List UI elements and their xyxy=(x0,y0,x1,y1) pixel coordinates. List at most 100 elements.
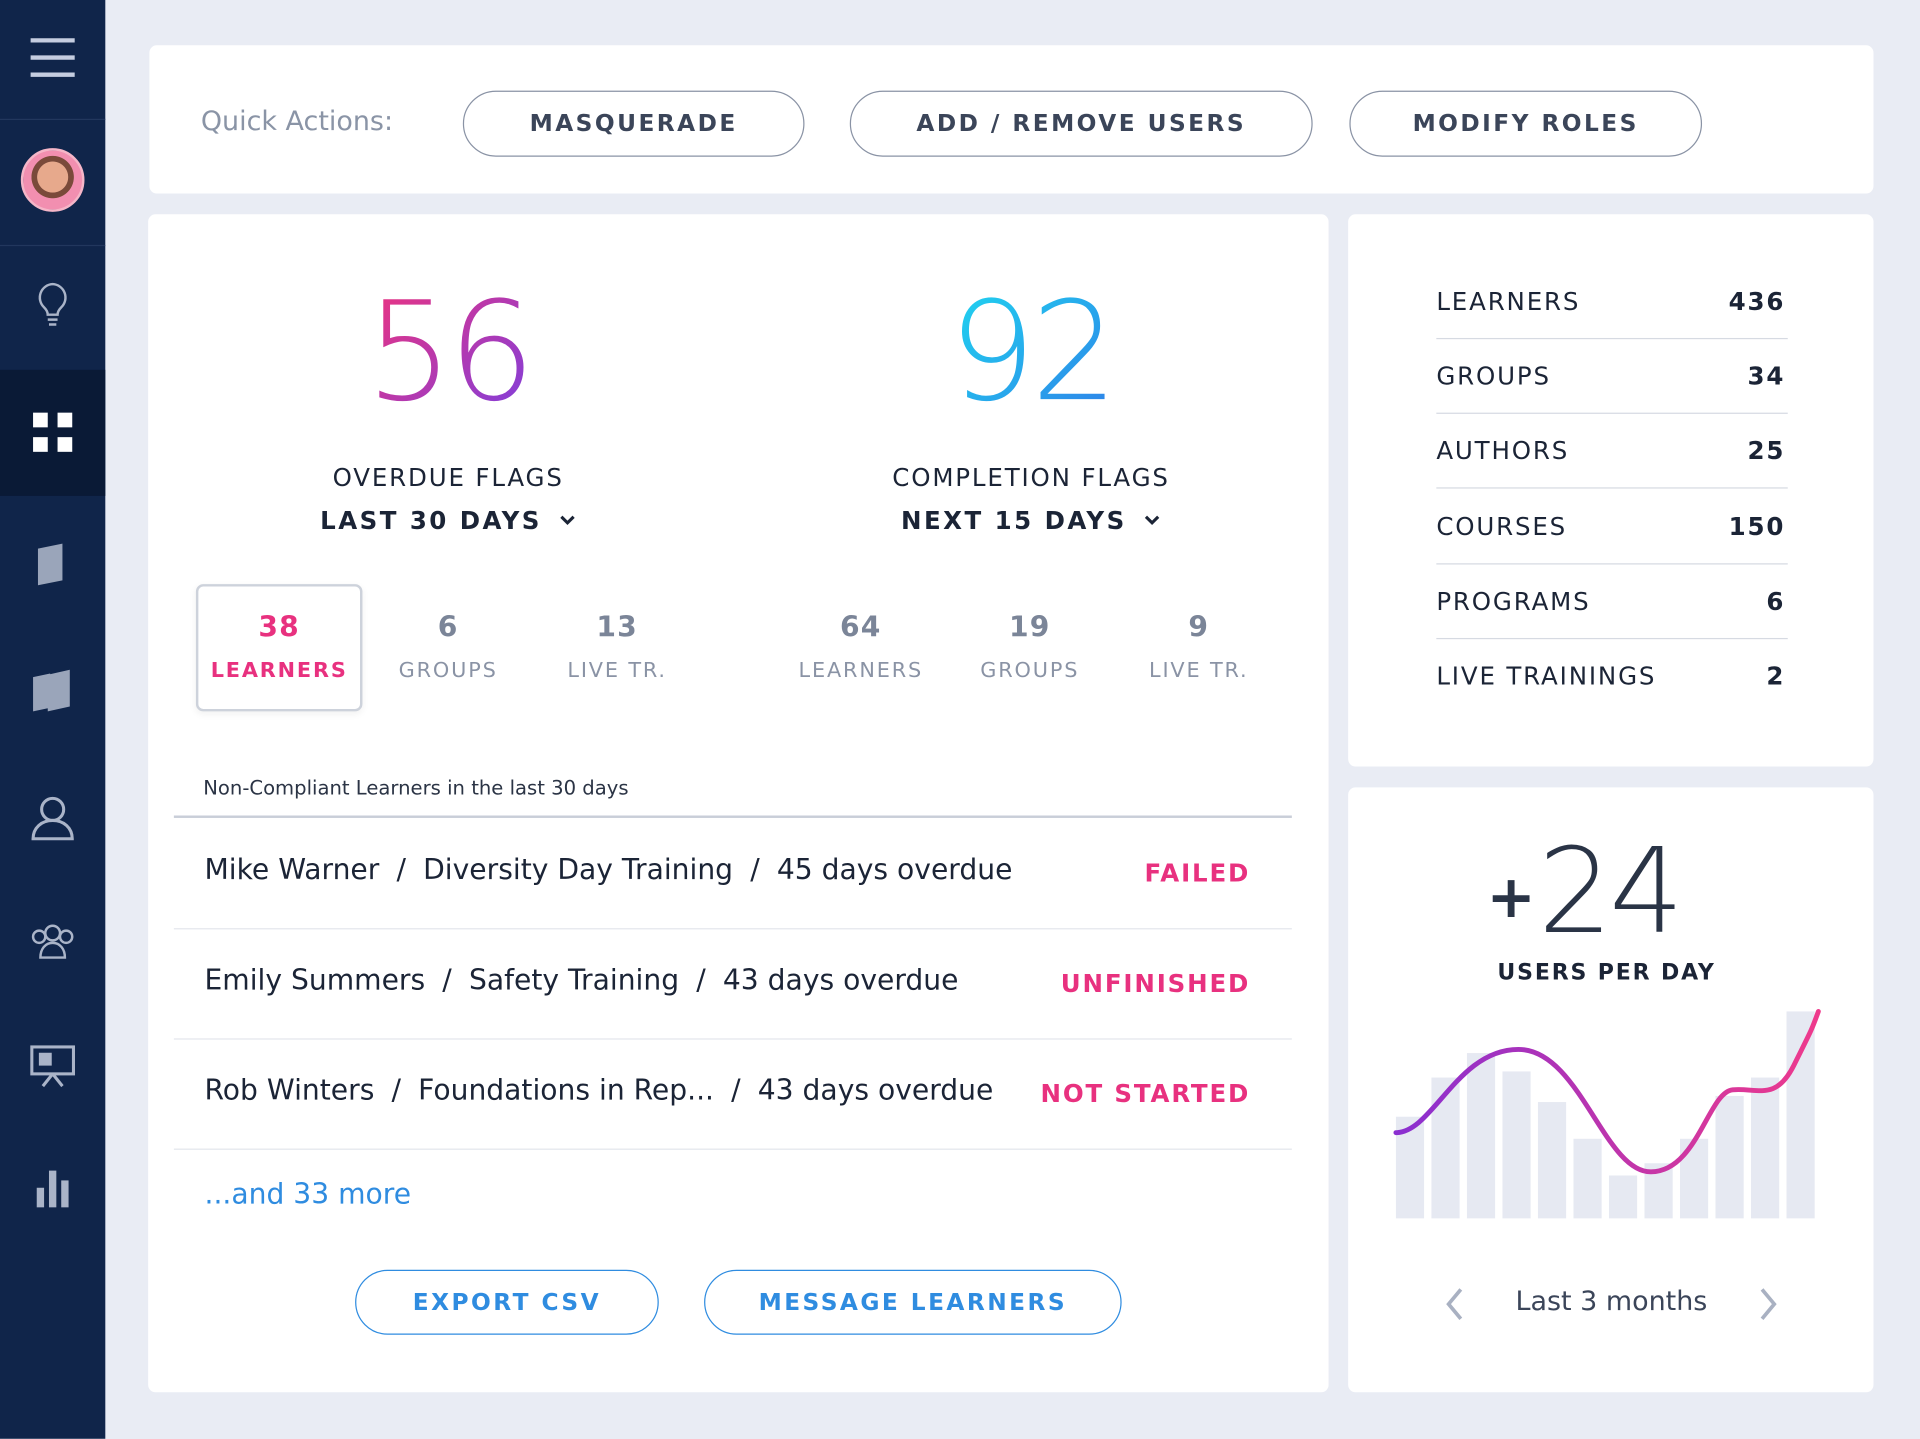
programs-icon[interactable] xyxy=(28,665,77,714)
course: Foundations in Rep... xyxy=(418,1075,714,1107)
stat-label[interactable]: LIVE TR. xyxy=(1149,658,1249,684)
totals-card xyxy=(1348,214,1874,767)
list-row[interactable]: Emily Summers / Safety Training / 43 days ov… xyxy=(204,965,958,997)
bar xyxy=(1466,1053,1496,1219)
name: Emily Summers xyxy=(204,964,426,997)
menu-icon[interactable] xyxy=(28,33,77,82)
total-value: 34 xyxy=(1747,361,1786,391)
chevron xyxy=(560,515,575,526)
separator: / xyxy=(750,854,760,887)
users-per-day-value: 24 xyxy=(1537,822,1684,961)
total-value: 436 xyxy=(1728,286,1786,316)
stat-label[interactable]: LIVE TR. xyxy=(567,658,667,684)
divider xyxy=(1436,637,1788,639)
course: Safety Training xyxy=(468,964,680,997)
total-label: AUTHORS xyxy=(1436,436,1570,466)
training-icon[interactable] xyxy=(28,1041,77,1090)
overdue-count: 56 xyxy=(365,273,536,433)
total-label: PROGRAMS xyxy=(1436,586,1591,616)
bar xyxy=(1751,1077,1780,1219)
divider xyxy=(173,815,1292,818)
bar xyxy=(1680,1138,1709,1219)
more-link[interactable]: ...and 33 more xyxy=(204,1179,412,1212)
divider xyxy=(1436,562,1788,564)
ideas-icon[interactable] xyxy=(28,279,77,328)
overdue: 45 days overdue xyxy=(776,854,1013,887)
sidebar xyxy=(0,0,106,1439)
prev-arrow[interactable] xyxy=(1442,1286,1466,1323)
next-arrow[interactable] xyxy=(1756,1286,1780,1323)
divider xyxy=(0,244,106,247)
list-row[interactable]: Rob Winters / Foundations in Rep... / 43 day… xyxy=(204,1075,993,1107)
stat-value[interactable]: 38 xyxy=(258,612,301,645)
users-chart xyxy=(1393,1008,1821,1219)
divider xyxy=(173,1038,1292,1040)
list-caption: Non-Compliant Learners in the last 30 da… xyxy=(203,776,629,800)
stat-value[interactable]: 9 xyxy=(1188,612,1210,645)
bar xyxy=(1608,1175,1638,1219)
separator: / xyxy=(442,964,452,997)
stat-label[interactable]: LEARNERS xyxy=(210,658,348,684)
selected-tab[interactable] xyxy=(195,584,363,712)
stat-value[interactable]: 6 xyxy=(437,612,459,645)
course: Diversity Day Training xyxy=(423,854,734,887)
user-icon[interactable] xyxy=(28,793,77,842)
completion-count: 92 xyxy=(948,273,1119,433)
stat-value[interactable]: 64 xyxy=(839,612,882,645)
overdue: 43 days overdue xyxy=(757,1075,994,1107)
period: LAST 30 DAYS xyxy=(320,505,542,536)
period-dropdown[interactable]: NEXT 15 DAYS xyxy=(901,506,1161,535)
message-learners-button[interactable]: MESSAGE LEARNERS xyxy=(704,1269,1122,1335)
course-icon[interactable] xyxy=(28,539,77,588)
total-label: LEARNERS xyxy=(1436,286,1581,316)
period: NEXT 15 DAYS xyxy=(901,505,1127,536)
add-remove-users-button[interactable]: ADD / REMOVE USERS xyxy=(849,90,1313,157)
flags-card xyxy=(148,214,1329,1393)
total-value: 25 xyxy=(1747,436,1786,466)
sign: + xyxy=(1486,863,1536,932)
bar xyxy=(1786,1011,1815,1219)
total-label: LIVE TRAININGS xyxy=(1436,661,1657,691)
flag-title: OVERDUE FLAGS xyxy=(332,462,564,493)
export-csv-button[interactable]: EXPORT CSV xyxy=(355,1269,659,1335)
stat-label[interactable]: GROUPS xyxy=(398,658,498,684)
trend-line xyxy=(1393,1008,1821,1175)
bar xyxy=(1715,1095,1744,1219)
period-dropdown[interactable]: LAST 30 DAYS xyxy=(320,506,576,535)
avatar[interactable] xyxy=(20,148,85,212)
total-label: GROUPS xyxy=(1436,361,1551,391)
chevron xyxy=(1145,515,1160,526)
name: Mike Warner xyxy=(204,854,380,887)
reports-icon[interactable] xyxy=(28,1163,77,1212)
separator: / xyxy=(391,1075,402,1107)
name: Rob Winters xyxy=(204,1075,375,1107)
divider xyxy=(1436,412,1788,415)
stat-value[interactable]: 13 xyxy=(596,612,638,645)
period-label: Last 3 months xyxy=(1515,1286,1708,1318)
groups-icon[interactable] xyxy=(28,916,77,965)
divider xyxy=(1436,487,1788,490)
divider xyxy=(1436,337,1788,340)
bar xyxy=(1573,1138,1602,1219)
separator: / xyxy=(396,854,406,887)
dashboard-icon[interactable] xyxy=(28,408,77,457)
masquerade-button[interactable]: MASQUERADE xyxy=(462,90,805,157)
divider xyxy=(173,928,1292,930)
overdue: 43 days overdue xyxy=(722,964,959,997)
total-value: 150 xyxy=(1728,511,1786,541)
divider xyxy=(173,1148,1292,1150)
separator: / xyxy=(696,964,706,997)
stat-label[interactable]: LEARNERS xyxy=(798,658,924,684)
stat-label[interactable]: GROUPS xyxy=(980,658,1080,684)
quick-actions-label: Quick Actions: xyxy=(200,106,394,138)
separator: / xyxy=(731,1075,741,1107)
flag-title: COMPLETION FLAGS xyxy=(892,462,1170,493)
status: FAILED xyxy=(1144,858,1251,888)
list-row[interactable]: Mike Warner / Diversity Day Training / 45 da… xyxy=(204,855,1012,887)
bar xyxy=(1537,1102,1567,1219)
active-nav xyxy=(0,369,106,496)
stat-value[interactable]: 19 xyxy=(1008,612,1051,645)
modify-roles-button[interactable]: MODIFY ROLES xyxy=(1349,90,1703,157)
